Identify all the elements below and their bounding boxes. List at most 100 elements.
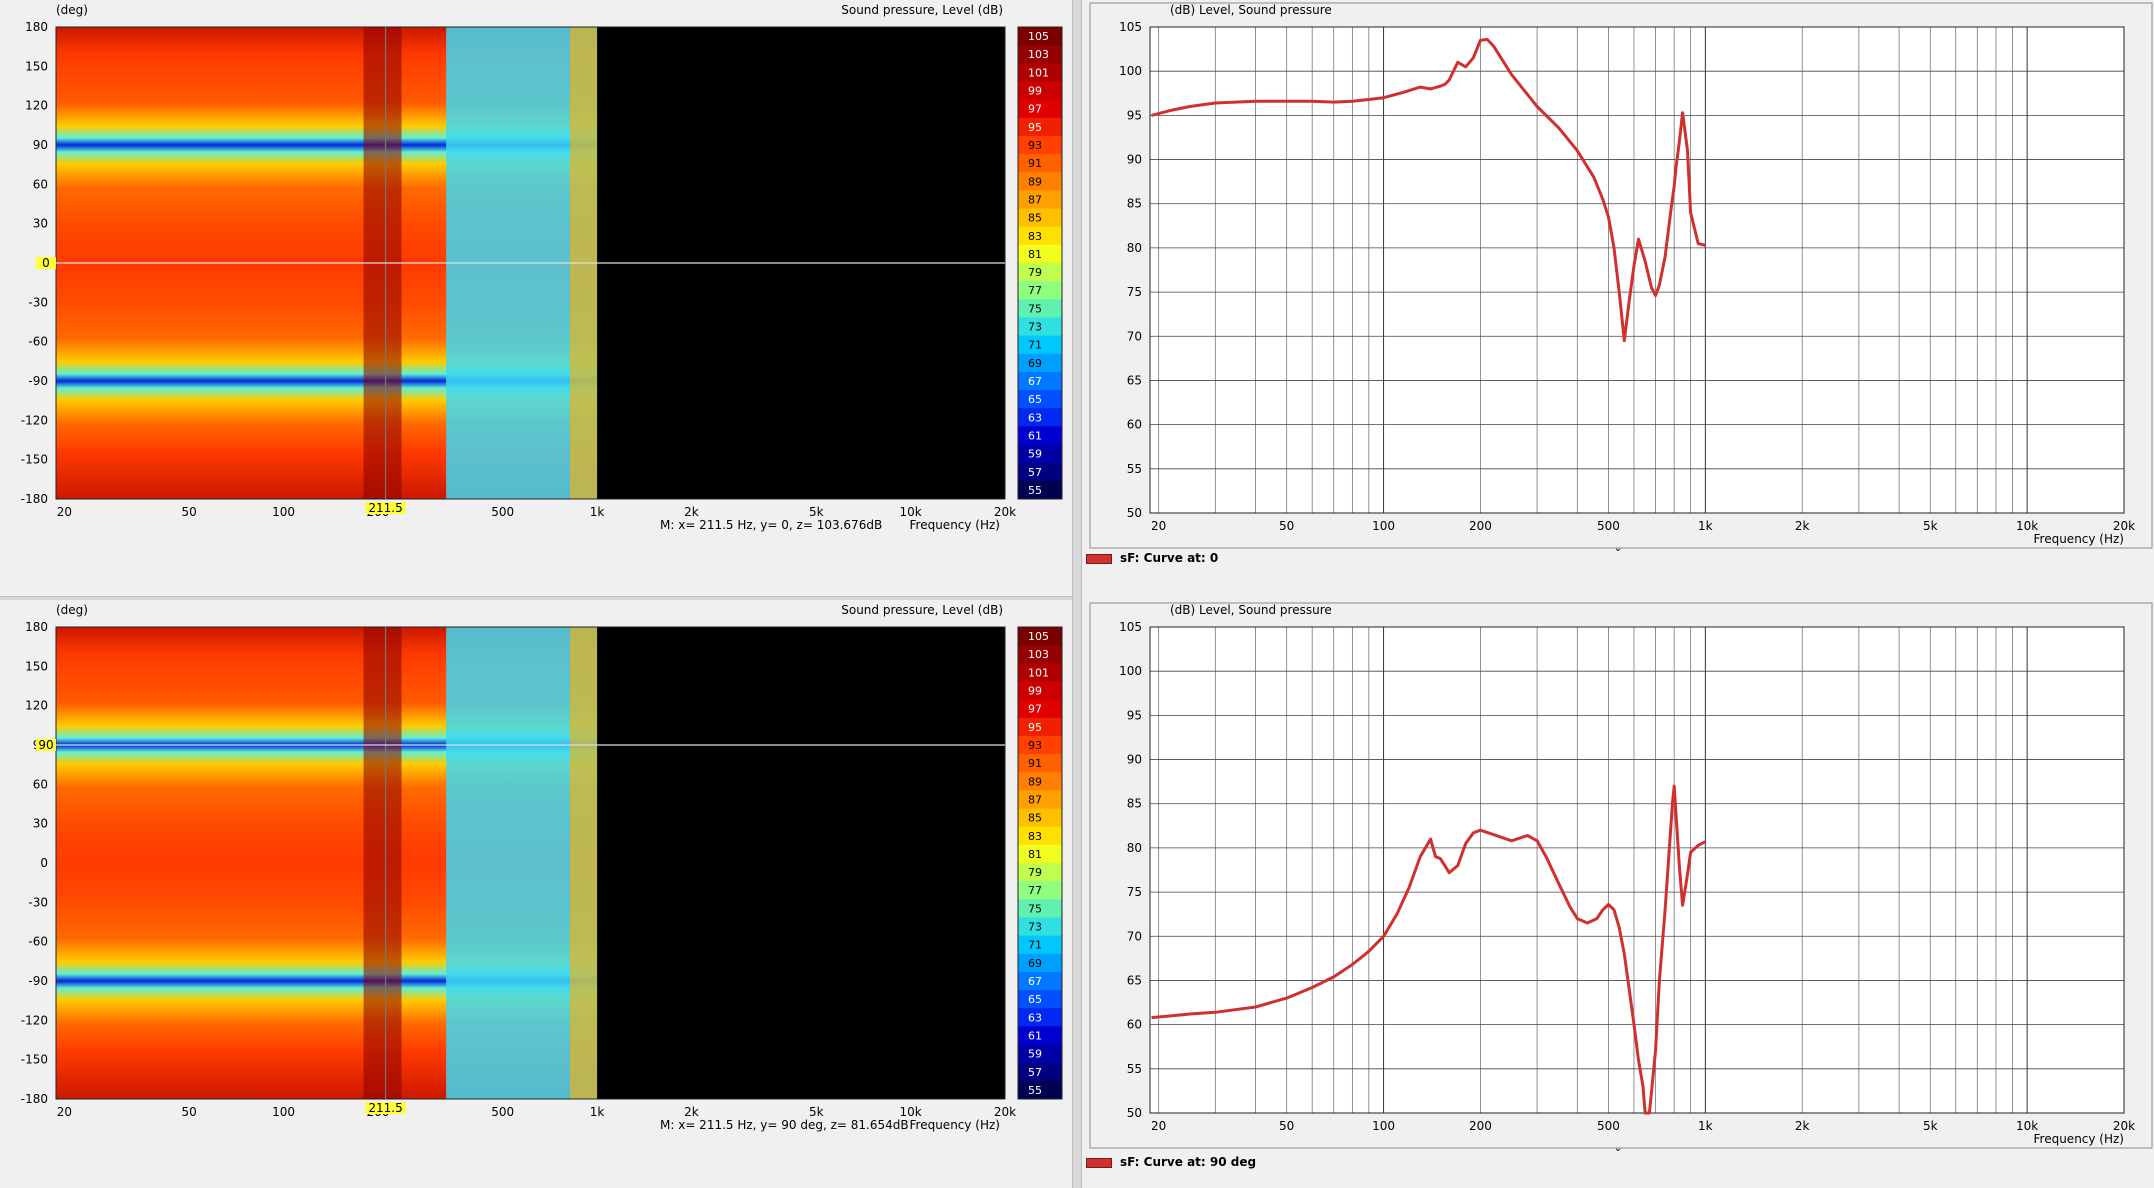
marker-x-highlight [365, 1102, 406, 1114]
spl-line-chart-bottom[interactable]: 105 100 95 90 85 80 75 70 65 60 55 50 20 50 100 200 500 1… [1080, 600, 2154, 1188]
colorbar-label: 81 [1028, 248, 1042, 261]
y-tick-label: -60 [28, 335, 48, 349]
x-tick-label: 20 [57, 505, 72, 519]
y-tick-label: 30 [33, 817, 48, 831]
x-tick-label: 10k [2016, 519, 2038, 533]
marker-y-label: 0 [42, 256, 50, 270]
resonance-band [363, 627, 402, 1099]
colorbar-cell [1018, 990, 1062, 1009]
colorbar-cell [1018, 408, 1062, 427]
x-tick-label: 20 [1151, 1119, 1166, 1133]
x-axis-label: Frequency (Hz) [910, 518, 1001, 532]
x-tick-label: 5k [1923, 519, 1938, 533]
y-tick-label: 95 [1127, 708, 1142, 722]
spl-line-chart-top[interactable]: 105 100 95 90 85 80 75 70 65 60 55 50 20 50 100 200 500 1… [1080, 0, 2154, 596]
colorbar-cell [1018, 863, 1062, 882]
colorbar-cell [1018, 953, 1062, 973]
y-tick-label: 90 [33, 138, 48, 152]
x-tick-label: 20 [1151, 519, 1166, 533]
legend-label-top: sF: Curve at: 0 [1120, 551, 1219, 565]
line-chart-panel-top: 105 100 95 90 85 80 75 70 65 60 55 50 20 50 100 200 500 1… [1080, 0, 2154, 596]
colorbar-label: 85 [1028, 212, 1042, 225]
legend-label-bottom: sF: Curve at: 90 deg [1120, 1155, 1257, 1169]
y-tick-label: -60 [28, 935, 48, 949]
colorbar-label: 61 [1028, 429, 1042, 442]
y-tick-label: 60 [1127, 1018, 1142, 1032]
x-tick-label: 100 [1372, 519, 1395, 533]
x-tick-label: 200 [1469, 1119, 1492, 1133]
x-tick-label: 50 [182, 1105, 197, 1119]
y-unit-label: (deg) [56, 603, 88, 617]
colorbar-label: 73 [1028, 321, 1042, 334]
vertical-splitter[interactable] [1072, 0, 1082, 1188]
colorbar-cell [1018, 317, 1062, 337]
x-tick-label: 500 [491, 1105, 514, 1119]
colorbar-cell [1018, 444, 1062, 464]
colorbar-label: 87 [1028, 193, 1042, 206]
x-tick-label: 5k [1923, 1119, 1938, 1133]
colorbar-cell [1018, 935, 1062, 955]
colorbar-cell [1018, 226, 1062, 246]
legend-swatch-bottom [1086, 1158, 1112, 1168]
colorbar-label: 77 [1028, 284, 1042, 297]
map-title: Sound pressure, Level (dB) [841, 603, 1003, 617]
colorbar-label: 101 [1028, 66, 1049, 79]
x-tick-label: 2k [684, 505, 699, 519]
y-tick-label: 75 [1127, 885, 1142, 899]
colorbar-label: 65 [1028, 393, 1042, 406]
colorbar-label: 103 [1028, 648, 1049, 661]
directivity-map-panel-top: (deg) Sound pressure, Level (dB) 180 150 120… [0, 0, 1072, 596]
colorbar-cell [1018, 844, 1062, 864]
colorbar-cell [1018, 190, 1062, 210]
colorbar-label: 91 [1028, 757, 1042, 770]
y-tick-label: 180 [25, 620, 48, 634]
y-tick-label: 75 [1127, 285, 1142, 299]
x-tick-label: 2k [1795, 519, 1810, 533]
x-tick-label: 1k [590, 505, 605, 519]
colorbar-cell [1018, 390, 1062, 409]
y-tick-label: 60 [1127, 418, 1142, 432]
colorbar-cell [1018, 881, 1062, 900]
colorbar-cell [1018, 1062, 1062, 1082]
y-tick-label: 105 [1119, 20, 1142, 34]
x-tick-label: 100 [1372, 1119, 1395, 1133]
y-tick-label: -90 [28, 974, 48, 988]
y-tick-label: -150 [21, 1053, 48, 1067]
x-tick-label: 5k [809, 1105, 824, 1119]
directivity-map-panel-bottom: (deg) Sound pressure, Level (dB) 180 150 120… [0, 600, 1072, 1188]
directivity-map-bottom[interactable]: (deg) Sound pressure, Level (dB) 180 150 120… [0, 600, 1072, 1188]
colorbar-label: 69 [1028, 957, 1042, 970]
x-axis-label: Frequency (Hz) [2034, 532, 2125, 546]
colorbar-cell [1018, 353, 1062, 373]
x-tick-label: 10k [2016, 1119, 2038, 1133]
colorbar-cell [1018, 371, 1062, 391]
colorbar-label: 67 [1028, 975, 1042, 988]
y-tick-label: 55 [1127, 462, 1142, 476]
marker-x-label: 211.5 [368, 1101, 402, 1115]
colorbar-label: 79 [1028, 866, 1042, 879]
colorbar-label: 97 [1028, 103, 1042, 116]
x-axis-label: Frequency (Hz) [910, 1118, 1001, 1132]
top-freq-band [570, 627, 598, 1099]
colorbar-label: 71 [1028, 339, 1042, 352]
y-tick-label: -180 [21, 492, 48, 506]
y-tick-label: 90 [1127, 753, 1142, 767]
directivity-map-top[interactable]: (deg) Sound pressure, Level (dB) 180 150 120… [0, 0, 1072, 596]
colorbar-cell [1018, 1026, 1062, 1046]
colorbar-cell [1018, 645, 1062, 664]
y-tick-label: 85 [1127, 797, 1142, 811]
y-tick-label: 60 [33, 777, 48, 791]
x-tick-label: 500 [1597, 519, 1620, 533]
colorbar-label: 85 [1028, 812, 1042, 825]
y-tick-label: 0 [40, 856, 48, 870]
y-tick-label: 50 [1127, 1106, 1142, 1120]
colorbar-label: 81 [1028, 848, 1042, 861]
y-tick-label: -180 [21, 1092, 48, 1106]
x-tick-label: 20k [2113, 1119, 2135, 1133]
x-tick-label: 5k [809, 505, 824, 519]
colorbar-cell [1018, 1044, 1062, 1064]
colorbar-cell [1018, 81, 1062, 101]
x-tick-label: 50 [1279, 1119, 1294, 1133]
colorbar-cell [1018, 971, 1062, 991]
x-tick-label: 200 [1469, 519, 1492, 533]
